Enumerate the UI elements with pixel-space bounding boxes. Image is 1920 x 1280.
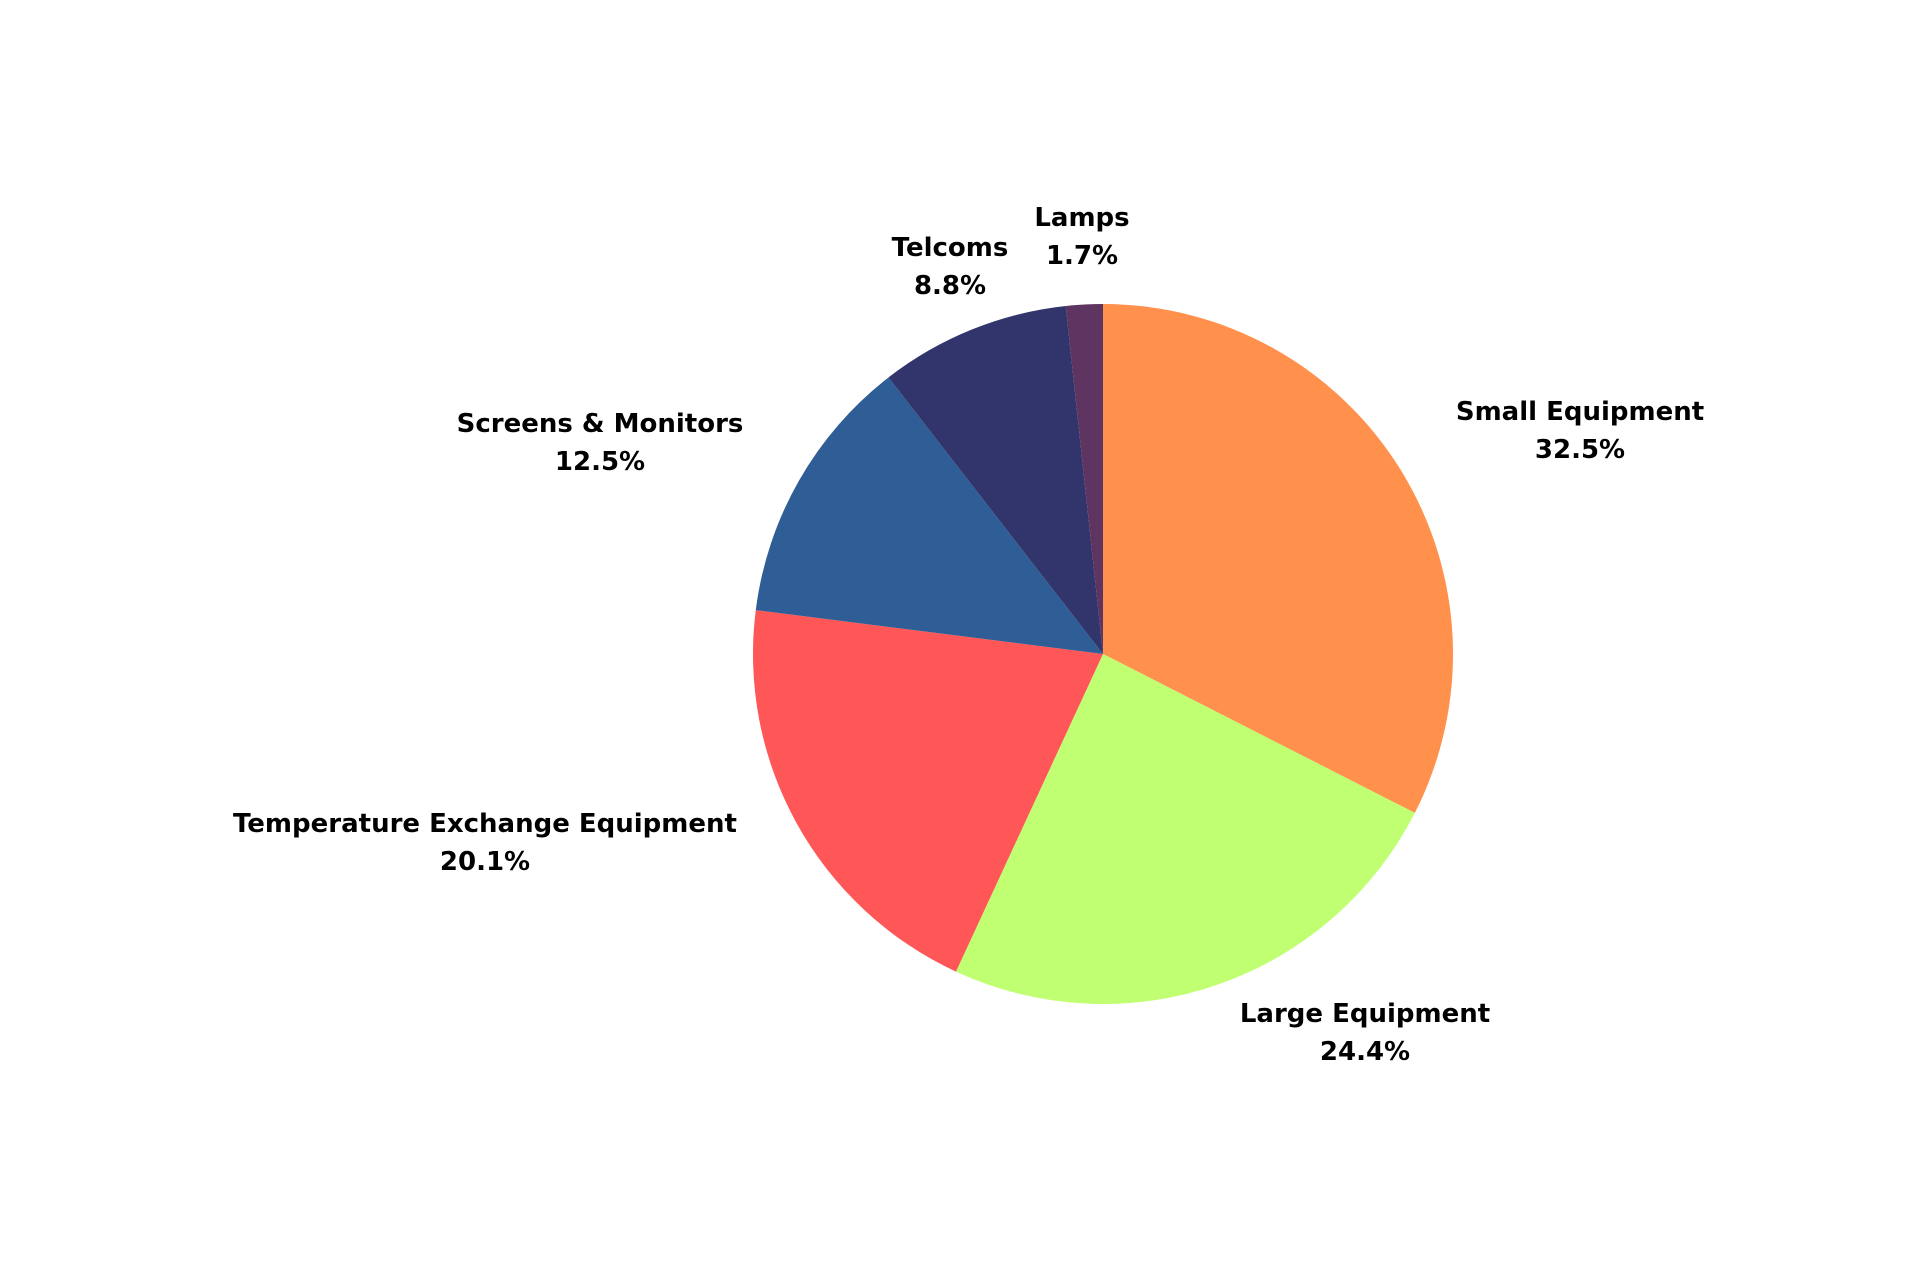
- slice-value-large-equipment: 24.4%: [1320, 1037, 1410, 1067]
- pie-slice-small-equipment: [1103, 304, 1453, 813]
- pie-slice-telcoms: [888, 305, 1103, 654]
- slice-label-screens-and-monitors: Screens & Monitors: [457, 409, 744, 439]
- slice-label-small-equipment: Small Equipment: [1456, 397, 1704, 427]
- slice-label-telcoms: Telcoms: [892, 233, 1009, 263]
- slice-label-lamps: Lamps: [1034, 203, 1129, 233]
- pie-slice-screens-and-monitors: [755, 377, 1103, 654]
- pie-slice-large-equipment: [955, 654, 1415, 1005]
- slice-label-large-equipment: Large Equipment: [1240, 999, 1490, 1029]
- pie-slice-lamps: [1065, 304, 1103, 654]
- slice-label-temperature-exchange-equipment: Temperature Exchange Equipment: [233, 809, 737, 839]
- slice-value-lamps: 1.7%: [1046, 241, 1118, 271]
- slice-value-temperature-exchange-equipment: 20.1%: [440, 847, 530, 877]
- slice-value-small-equipment: 32.5%: [1535, 435, 1625, 465]
- pie-slice-temperature-exchange-equipment: [752, 610, 1103, 972]
- slice-value-screens-and-monitors: 12.5%: [555, 447, 645, 477]
- slice-value-telcoms: 8.8%: [914, 271, 986, 301]
- labels-layer: Small Equipment 32.5% Large Equipment 24.4%…: [233, 203, 1704, 1067]
- slices-layer: [752, 304, 1453, 1005]
